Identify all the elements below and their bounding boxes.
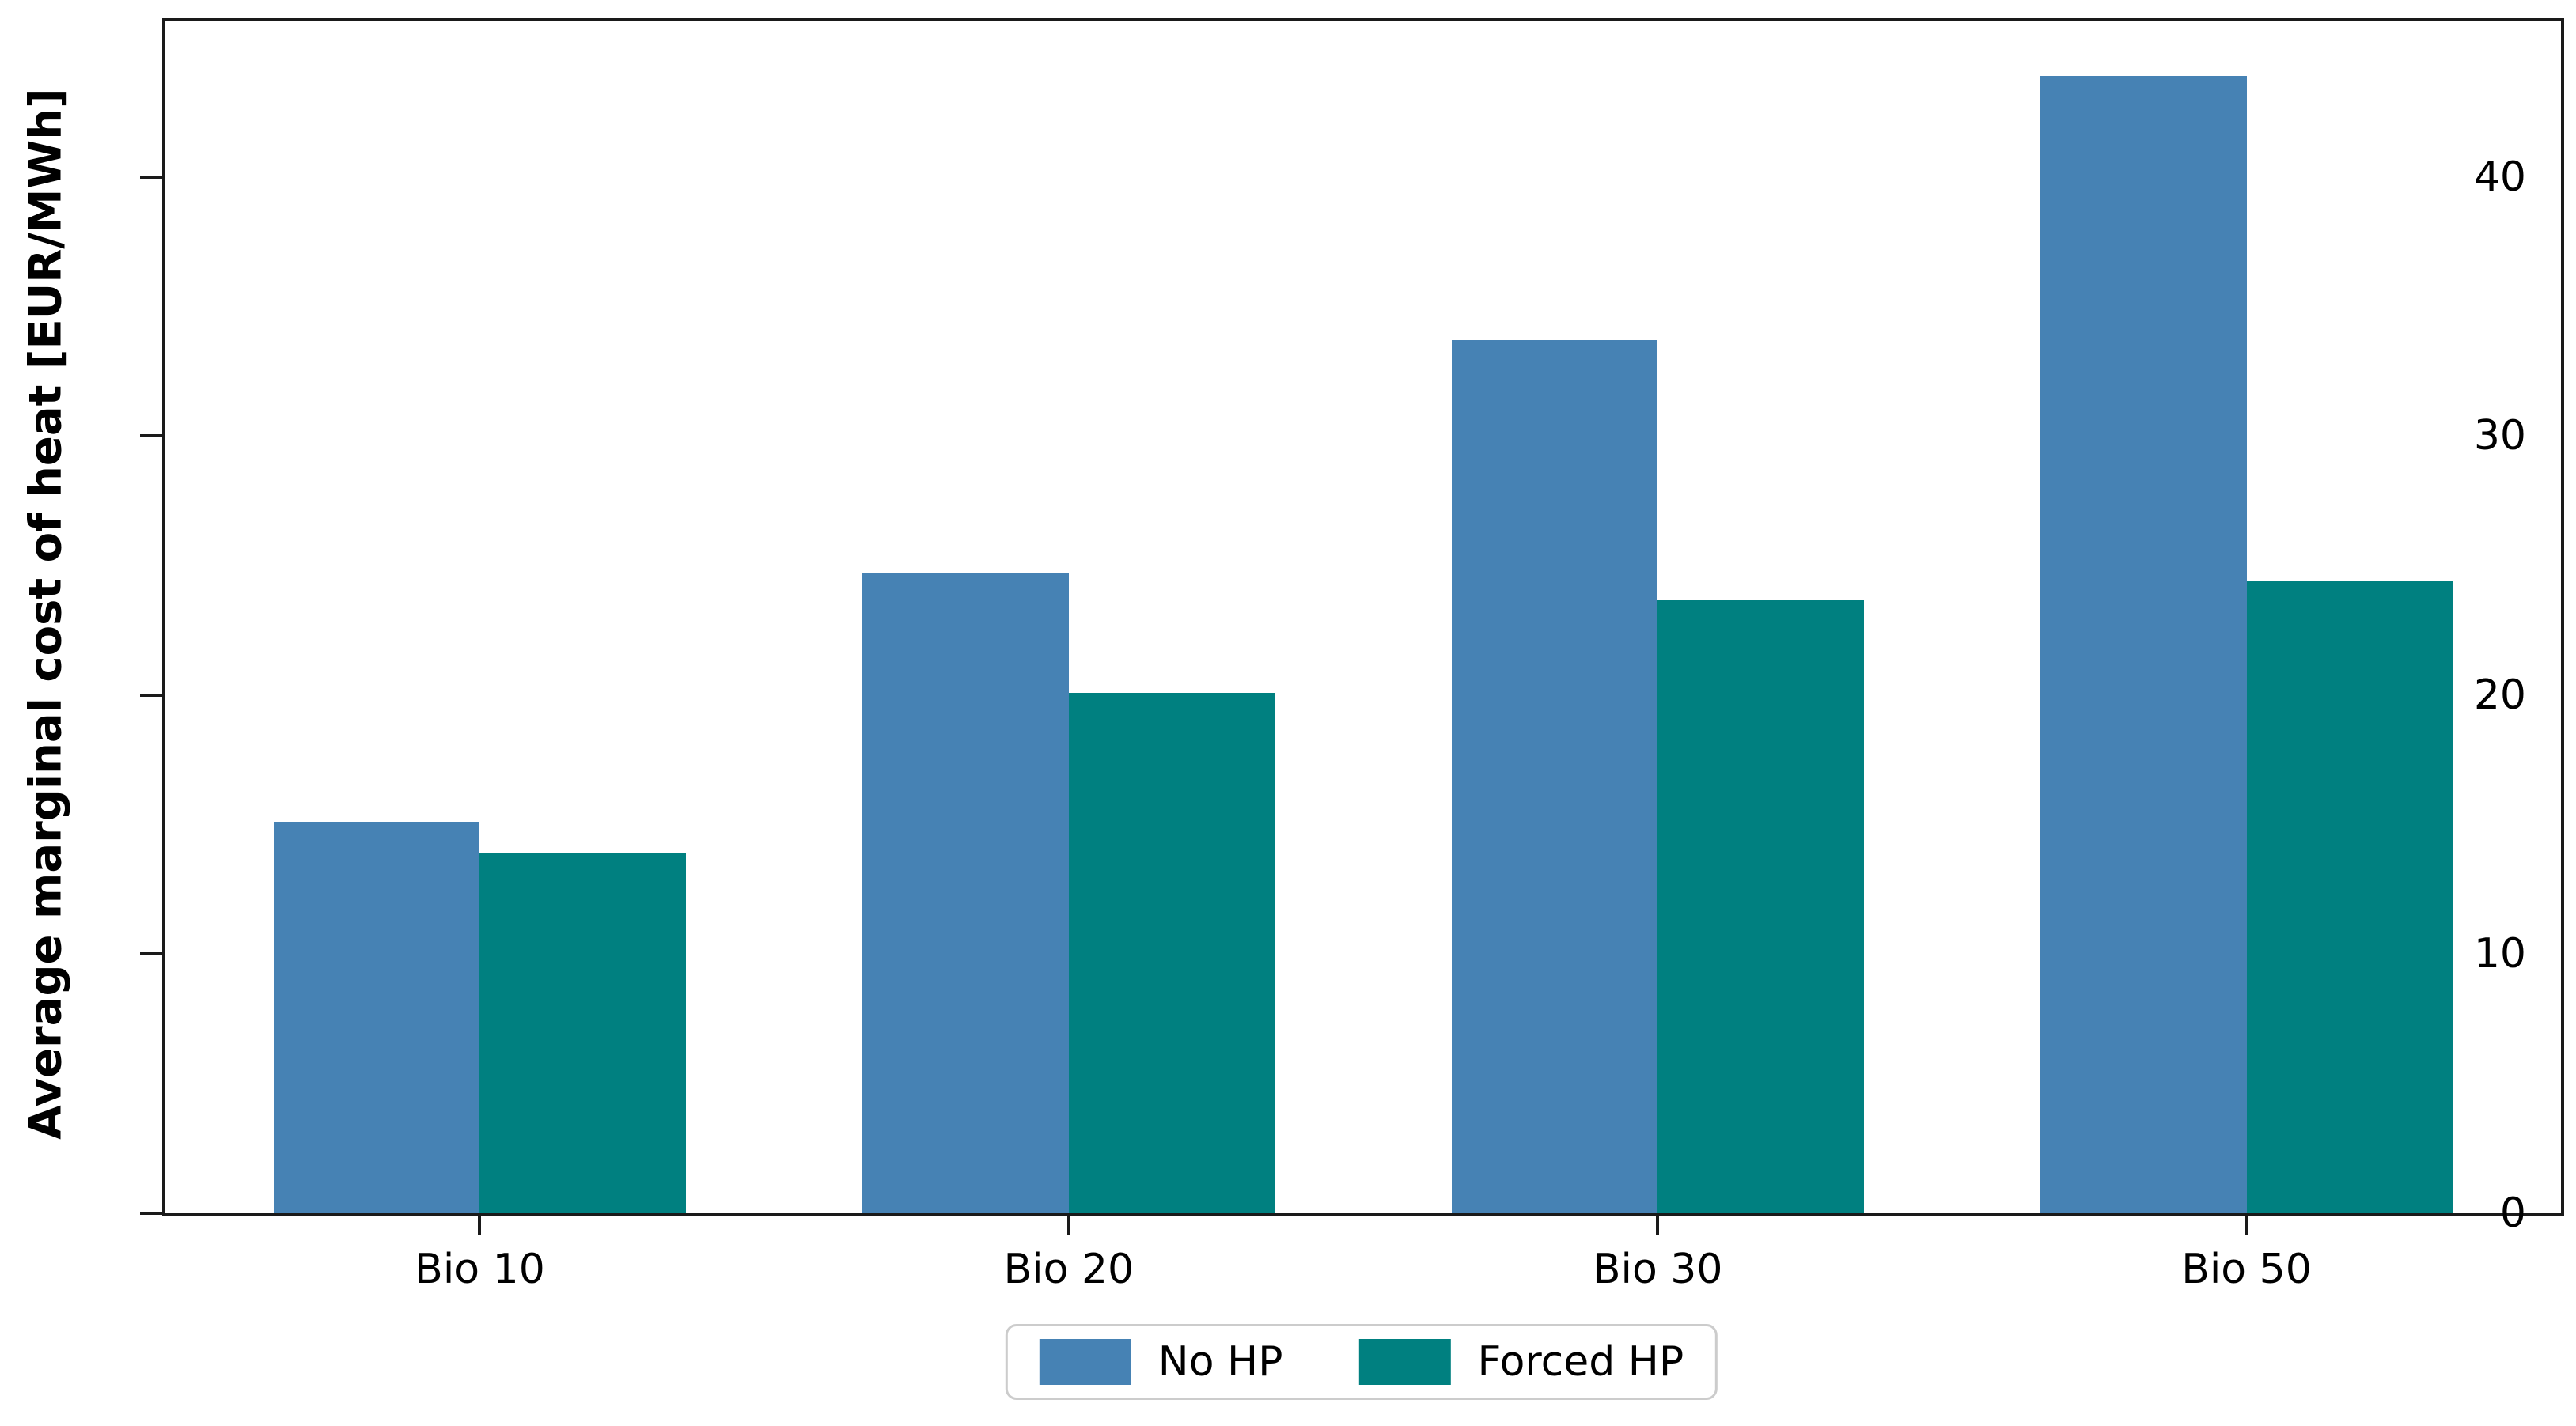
legend-label-no-hp: No HP — [1157, 1338, 1283, 1386]
x-tick-mark-bio-50 — [2245, 1213, 2248, 1235]
legend-item-no-hp: No HP — [1039, 1338, 1283, 1386]
y-tick-mark-30 — [140, 434, 162, 438]
legend-swatch-no-hp — [1039, 1339, 1131, 1385]
y-tick-label-0: 0 — [2499, 1190, 2526, 1237]
bar-forced-hp-bio-20 — [1068, 692, 1275, 1213]
y-tick-label-30: 30 — [2473, 412, 2526, 460]
bar-no-hp-bio-50 — [2040, 75, 2247, 1213]
x-tick-mark-bio-20 — [1066, 1213, 1070, 1235]
y-tick-mark-40 — [140, 175, 162, 179]
bar-no-hp-bio-30 — [1451, 339, 1658, 1213]
y-tick-mark-0 — [140, 1212, 162, 1215]
x-tick-label-bio-10: Bio 10 — [415, 1246, 545, 1293]
legend-label-forced-hp: Forced HP — [1477, 1338, 1684, 1386]
legend: No HP Forced HP — [1005, 1324, 1718, 1400]
y-tick-mark-20 — [140, 693, 162, 697]
x-tick-label-bio-20: Bio 20 — [1003, 1246, 1135, 1293]
bar-forced-hp-bio-50 — [2246, 581, 2453, 1213]
bar-no-hp-bio-10 — [273, 822, 480, 1213]
legend-item-forced-hp: Forced HP — [1358, 1338, 1684, 1386]
x-tick-label-bio-50: Bio 50 — [2181, 1246, 2312, 1293]
y-tick-label-20: 20 — [2473, 671, 2526, 719]
bar-no-hp-bio-20 — [862, 573, 1069, 1213]
bar-forced-hp-bio-10 — [479, 853, 686, 1213]
y-tick-mark-10 — [140, 952, 162, 956]
legend-swatch-forced-hp — [1358, 1339, 1451, 1385]
y-tick-label-40: 40 — [2473, 153, 2526, 201]
y-tick-label-10: 10 — [2473, 930, 2526, 978]
bar-forced-hp-bio-30 — [1657, 599, 1864, 1213]
x-tick-label-bio-30: Bio 30 — [1592, 1246, 1723, 1293]
x-tick-mark-bio-10 — [478, 1213, 482, 1235]
x-tick-mark-bio-30 — [1656, 1213, 1660, 1235]
y-axis-label: Average marginal cost of heat [EUR/MWh] — [20, 88, 72, 1140]
plot-area: 0 10 20 30 40 — [140, 18, 2564, 1234]
